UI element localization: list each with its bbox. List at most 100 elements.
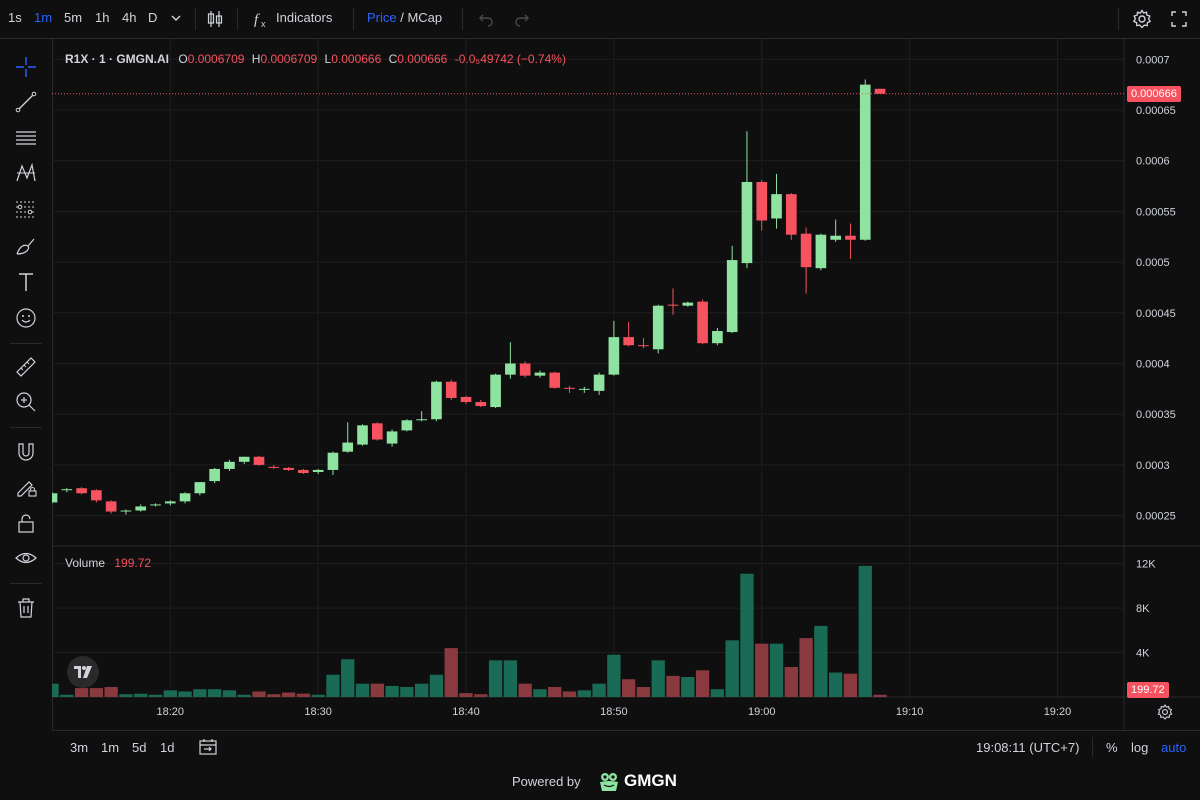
volume-bar — [814, 625, 828, 697]
crosshair-icon[interactable] — [10, 53, 42, 81]
time-tick-label: 18:20 — [157, 706, 185, 718]
volume-bar — [740, 573, 754, 697]
eye-icon[interactable] — [10, 544, 42, 572]
zoom-in-icon[interactable] — [10, 388, 42, 416]
price-tick-label: 0.00065 — [1136, 105, 1176, 117]
volume-tick-label: 4K — [1136, 648, 1150, 660]
range-5d[interactable]: 5d — [132, 740, 147, 755]
volume-bar — [193, 689, 207, 697]
interval-1h[interactable]: 1h — [95, 10, 110, 25]
symbol-label[interactable]: R1X · 1 · GMGN.AI — [65, 52, 170, 66]
volume-bars — [52, 565, 887, 697]
brush-icon[interactable] — [10, 232, 42, 260]
price-tick-label: 0.0004 — [1136, 358, 1170, 370]
volume-value: 199.72 — [114, 556, 152, 570]
candle-body — [712, 331, 723, 344]
candle-body — [490, 374, 501, 408]
time-tick-label: 19:10 — [896, 706, 924, 718]
volume-bar — [843, 673, 858, 697]
gear-icon[interactable] — [1131, 8, 1153, 33]
price-tick-label: 0.00045 — [1136, 308, 1176, 320]
candle-body — [785, 194, 797, 235]
candle-body — [726, 260, 738, 333]
price-tick-label: 0.00035 — [1136, 409, 1176, 421]
fullscreen-icon[interactable] — [1168, 8, 1190, 33]
horizontal-lines-icon[interactable] — [10, 124, 42, 152]
volume-bar — [355, 683, 370, 697]
clock-label[interactable]: 19:08:11 (UTC+7) — [976, 740, 1080, 755]
price-chart[interactable]: 0.0007 0.00065 0.0006 0.00055 0.0005 0.00045 0… — [52, 39, 1200, 729]
price-tick-label: 0.0005 — [1136, 257, 1170, 269]
interval-D[interactable]: D — [148, 10, 158, 25]
volume-bar — [651, 660, 665, 697]
text-icon[interactable] — [10, 268, 42, 296]
volume-bar — [666, 675, 680, 697]
axis-settings-icon[interactable] — [1156, 703, 1174, 724]
candle-body — [608, 337, 620, 375]
footer: Powered by GMGN — [0, 764, 1200, 800]
trash-icon[interactable] — [10, 594, 42, 622]
tradingview-logo[interactable] — [67, 656, 99, 688]
volume-bar — [178, 691, 192, 697]
percent-toggle[interactable]: % — [1106, 740, 1118, 755]
price-option[interactable]: Price — [367, 10, 397, 25]
interval-1s[interactable]: 1s — [8, 10, 22, 25]
candle-body — [298, 469, 309, 473]
price-tick-label: 0.0006 — [1136, 156, 1170, 168]
volume-bar — [163, 690, 177, 697]
interval-5m[interactable]: 5m — [64, 10, 83, 25]
trend-line-icon[interactable] — [10, 88, 42, 116]
slash: / — [396, 10, 408, 25]
volume-bar — [829, 672, 843, 697]
date-range-icon[interactable] — [198, 737, 218, 760]
price-mcap-toggle[interactable]: Price / MCap — [367, 10, 442, 25]
volume-bar — [370, 683, 384, 697]
time-axis: 18:20 18:30 18:40 18:50 19:00 19:10 19:20 — [157, 706, 1072, 718]
candle-body — [830, 235, 841, 240]
candle-body — [312, 469, 324, 472]
volume-bar — [444, 648, 458, 697]
candle-body — [357, 425, 368, 445]
volume-bar — [769, 643, 784, 697]
candle-body — [682, 302, 694, 306]
volume-bar — [562, 691, 577, 697]
candle-body — [371, 423, 383, 440]
candle-body — [445, 381, 457, 398]
candle-body — [815, 234, 827, 269]
auto-toggle[interactable]: auto — [1161, 740, 1187, 755]
pattern-icon[interactable] — [10, 159, 42, 187]
lock-draw-icon[interactable] — [10, 473, 42, 501]
powered-by-label: Powered by — [512, 774, 581, 789]
gmgn-brand[interactable]: GMGN — [624, 771, 677, 790]
drawing-toolbar — [0, 39, 53, 729]
candle-body — [61, 489, 73, 491]
candle-body — [209, 468, 220, 482]
lock-icon[interactable] — [10, 509, 42, 537]
ruler-icon[interactable] — [10, 353, 42, 381]
candle-type-icon[interactable] — [204, 8, 226, 33]
redo-icon[interactable] — [513, 10, 531, 31]
close-value: 0.000666 — [397, 52, 448, 66]
volume-bar — [134, 693, 148, 697]
range-1m[interactable]: 1m — [101, 740, 120, 755]
mcap-option[interactable]: MCap — [407, 10, 443, 25]
log-toggle[interactable]: log — [1131, 740, 1149, 755]
volume-bar — [119, 694, 133, 697]
interval-4h[interactable]: 4h — [122, 10, 137, 25]
candle-body — [431, 381, 442, 420]
volume-bar — [858, 565, 872, 697]
range-3m[interactable]: 3m — [70, 740, 89, 755]
volume-bar — [474, 694, 488, 697]
emoji-icon[interactable] — [10, 304, 42, 332]
interval-1m[interactable]: 1m — [34, 10, 53, 25]
fib-icon[interactable] — [10, 195, 42, 223]
undo-icon[interactable] — [477, 10, 495, 31]
chevron-down-icon[interactable] — [168, 10, 184, 29]
volume-bar — [459, 693, 473, 697]
candle-body — [401, 420, 413, 431]
volume-bar — [592, 683, 606, 697]
range-1d[interactable]: 1d — [160, 740, 175, 755]
volume-tick-label: 8K — [1136, 603, 1150, 615]
magnet-icon[interactable] — [10, 438, 42, 466]
